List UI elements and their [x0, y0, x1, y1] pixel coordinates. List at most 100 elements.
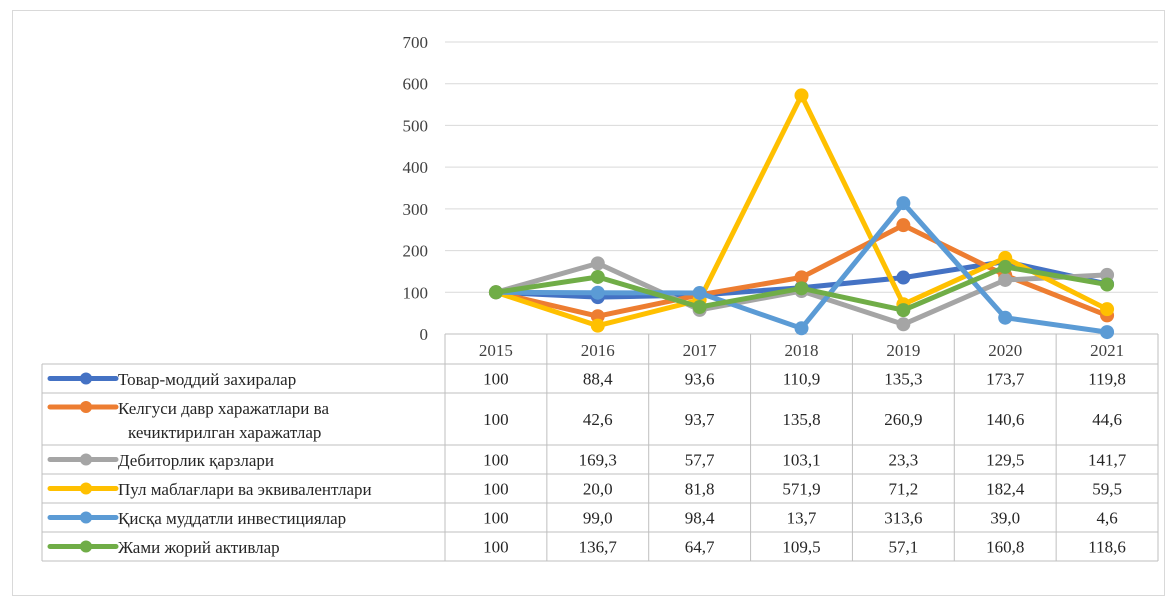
data-label-келгуси-давр-харажатлари-ва-кечиктирилган-харажатлар-2019: 260,9 — [884, 410, 922, 429]
data-label-дебиторлик-қарзлари-2015: 100 — [483, 451, 509, 470]
legend-key-дебиторлик-қарзлари — [47, 453, 119, 466]
data-point-жами-жорий-активлар-2015 — [488, 285, 503, 300]
data-point-дебиторлик-қарзлари-2016 — [590, 256, 605, 271]
data-point-жами-жорий-активлар-2017 — [692, 300, 707, 315]
y-tick-label-0: 0 — [420, 325, 429, 344]
data-point-келгуси-давр-харажатлари-ва-кечиктирилган-харажатлар-2019 — [896, 218, 911, 233]
data-point-пул-маблағлари-ва-эквивалентлари-2021 — [1100, 302, 1115, 317]
y-tick-label-300: 300 — [403, 200, 429, 219]
legend-label-келгуси-давр-харажатлари-ва-кечиктирилган-харажатлар: Келгуси давр харажатлари ва — [118, 399, 329, 418]
data-label-жами-жорий-активлар-2017: 64,7 — [685, 538, 715, 557]
data-label-товар-моддий-захиралар-2020: 173,7 — [986, 370, 1025, 389]
data-point-дебиторлик-қарзлари-2019 — [896, 317, 911, 332]
y-tick-label-200: 200 — [403, 242, 429, 261]
data-label-жами-жорий-активлар-2021: 118,6 — [1088, 538, 1126, 557]
data-point-пул-маблағлари-ва-эквивалентлари-2016 — [590, 318, 605, 333]
data-label-қисқа-муддатли-инвестициялар-2015: 100 — [483, 509, 509, 528]
x-tick-label-2019: 2019 — [886, 341, 920, 360]
data-label-пул-маблағлари-ва-эквивалентлари-2016: 20,0 — [583, 480, 613, 499]
data-label-пул-маблағлари-ва-эквивалентлари-2019: 71,2 — [888, 480, 918, 499]
data-point-дебиторлик-қарзлари-2020 — [998, 272, 1013, 287]
data-label-қисқа-муддатли-инвестициялар-2018: 13,7 — [787, 509, 817, 528]
data-point-жами-жорий-активлар-2018 — [794, 281, 809, 296]
data-label-пул-маблағлари-ва-эквивалентлари-2021: 59,5 — [1092, 480, 1122, 499]
data-label-келгуси-давр-харажатлари-ва-кечиктирилган-харажатлар-2016: 42,6 — [583, 410, 613, 429]
data-label-дебиторлик-қарзлари-2020: 129,5 — [986, 451, 1024, 470]
data-point-жами-жорий-активлар-2019 — [896, 303, 911, 318]
legend-key-келгуси-давр-харажатлари-ва-кечиктирилган-харажатлар — [47, 401, 119, 413]
x-tick-label-2015: 2015 — [479, 341, 513, 360]
data-label-жами-жорий-активлар-2018: 109,5 — [782, 538, 820, 557]
data-label-жами-жорий-активлар-2015: 100 — [483, 538, 509, 557]
data-label-пул-маблағлари-ва-эквивалентлари-2015: 100 — [483, 480, 509, 499]
data-label-қисқа-муддатли-инвестициялар-2021: 4,6 — [1096, 509, 1117, 528]
data-point-қисқа-муддатли-инвестициялар-2019 — [896, 196, 911, 211]
legend-label-товар-моддий-захиралар: Товар-моддий захиралар — [118, 370, 296, 389]
data-point-қисқа-муддатли-инвестициялар-2017 — [692, 285, 707, 300]
chart-frame — [12, 10, 1165, 596]
data-label-келгуси-давр-харажатлари-ва-кечиктирилган-харажатлар-2021: 44,6 — [1092, 410, 1122, 429]
data-label-келгуси-давр-харажатлари-ва-кечиктирилган-харажатлар-2015: 100 — [483, 410, 509, 429]
data-label-жами-жорий-активлар-2020: 160,8 — [986, 538, 1024, 557]
data-point-жами-жорий-активлар-2021 — [1100, 277, 1115, 292]
data-point-дебиторлик-қарзлари-2021 — [1100, 267, 1115, 282]
data-label-дебиторлик-қарзлари-2018: 103,1 — [782, 451, 820, 470]
legend-key-пул-маблағлари-ва-эквивалентлари — [47, 482, 119, 495]
data-point-пул-маблағлари-ва-эквивалентлари-2018 — [794, 88, 809, 103]
data-table: 2015 2016 2017 2018 2019 2020 2021 Товар-моддий… — [41, 333, 1159, 562]
data-label-қисқа-муддатли-инвестициялар-2020: 39,0 — [990, 509, 1020, 528]
data-label-товар-моддий-захиралар-2016: 88,4 — [583, 370, 613, 389]
data-label-дебиторлик-қарзлари-2019: 23,3 — [888, 451, 918, 470]
legend-key-товар-моддий-захиралар — [47, 372, 119, 385]
gridlines — [445, 41, 1158, 293]
legend-key-қисқа-муддатли-инвестициялар — [47, 511, 119, 524]
data-point-қисқа-муддатли-инвестициялар-2021 — [1100, 325, 1115, 340]
data-label-товар-моддий-захиралар-2021: 119,8 — [1088, 370, 1126, 389]
y-tick-label-600: 600 — [403, 75, 429, 94]
series-жами-жорий-активлар — [488, 259, 1115, 318]
data-label-дебиторлик-қарзлари-2016: 169,3 — [579, 451, 617, 470]
data-label-товар-моддий-захиралар-2019: 135,3 — [884, 370, 922, 389]
data-point-жами-жорий-активлар-2016 — [590, 269, 605, 284]
legend-label-жами-жорий-активлар: Жами жорий активлар — [118, 538, 280, 557]
data-label-қисқа-муддатли-инвестициялар-2017: 98,4 — [685, 509, 715, 528]
y-tick-label-500: 500 — [403, 116, 429, 135]
data-label-қисқа-муддатли-инвестициялар-2019: 313,6 — [884, 509, 922, 528]
data-label-товар-моддий-захиралар-2017: 93,6 — [685, 370, 715, 389]
y-tick-label-100: 100 — [403, 283, 429, 302]
data-point-қисқа-муддатли-инвестициялар-2016 — [590, 285, 605, 300]
x-tick-label-2018: 2018 — [785, 341, 819, 360]
data-label-пул-маблағлари-ва-эквивалентлари-2020: 182,4 — [986, 480, 1025, 499]
y-tick-label-400: 400 — [403, 158, 429, 177]
data-label-жами-жорий-активлар-2016: 136,7 — [579, 538, 618, 557]
legend-label-қисқа-муддатли-инвестициялар: Қисқа муддатли инвестициялар — [118, 509, 346, 528]
data-point-товар-моддий-захиралар-2019 — [896, 270, 911, 285]
x-tick-label-2020: 2020 — [988, 341, 1022, 360]
data-label-қисқа-муддатли-инвестициялар-2016: 99,0 — [583, 509, 613, 528]
data-point-келгуси-давр-харажатлари-ва-кечиктирилган-харажатлар-2018 — [794, 270, 809, 285]
data-label-келгуси-давр-харажатлари-ва-кечиктирилган-харажатлар-2020: 140,6 — [986, 410, 1024, 429]
data-label-пул-маблағлари-ва-эквивалентлари-2018: 571,9 — [782, 480, 820, 499]
data-point-қисқа-муддатли-инвестициялар-2020 — [998, 310, 1013, 325]
y-tick-label-700: 700 — [403, 33, 429, 52]
data-point-жами-жорий-активлар-2020 — [998, 259, 1013, 274]
y-axis-ticks: 0 100 200 300 400 500 600 700 — [403, 33, 429, 344]
x-tick-label-2016: 2016 — [581, 341, 615, 360]
data-label-товар-моддий-захиралар-2015: 100 — [483, 370, 509, 389]
data-point-қисқа-муддатли-инвестициялар-2018 — [794, 321, 809, 336]
series-lines — [488, 88, 1115, 340]
data-label-дебиторлик-қарзлари-2021: 141,7 — [1088, 451, 1127, 470]
legend-label-пул-маблағлари-ва-эквивалентлари: Пул маблағлари ва эквивалентлари — [118, 480, 372, 499]
x-tick-label-2021: 2021 — [1090, 341, 1124, 360]
data-label-товар-моддий-захиралар-2018: 110,9 — [783, 370, 821, 389]
data-label-жами-жорий-активлар-2019: 57,1 — [888, 538, 918, 557]
data-label-пул-маблағлари-ва-эквивалентлари-2017: 81,8 — [685, 480, 715, 499]
legend-label-келгуси-давр-харажатлари-ва-кечиктирилган-харажатлар-line2: кечиктирилган харажатлар — [128, 423, 321, 442]
data-label-дебиторлик-қарзлари-2017: 57,7 — [685, 451, 715, 470]
legend-label-дебиторлик-қарзлари: Дебиторлик қарзлари — [118, 451, 274, 470]
data-label-келгуси-давр-харажатлари-ва-кечиктирилган-харажатлар-2017: 93,7 — [685, 410, 715, 429]
legend-key-жами-жорий-активлар — [47, 540, 119, 553]
x-tick-label-2017: 2017 — [683, 341, 718, 360]
data-label-келгуси-давр-харажатлари-ва-кечиктирилган-харажатлар-2018: 135,8 — [782, 410, 820, 429]
